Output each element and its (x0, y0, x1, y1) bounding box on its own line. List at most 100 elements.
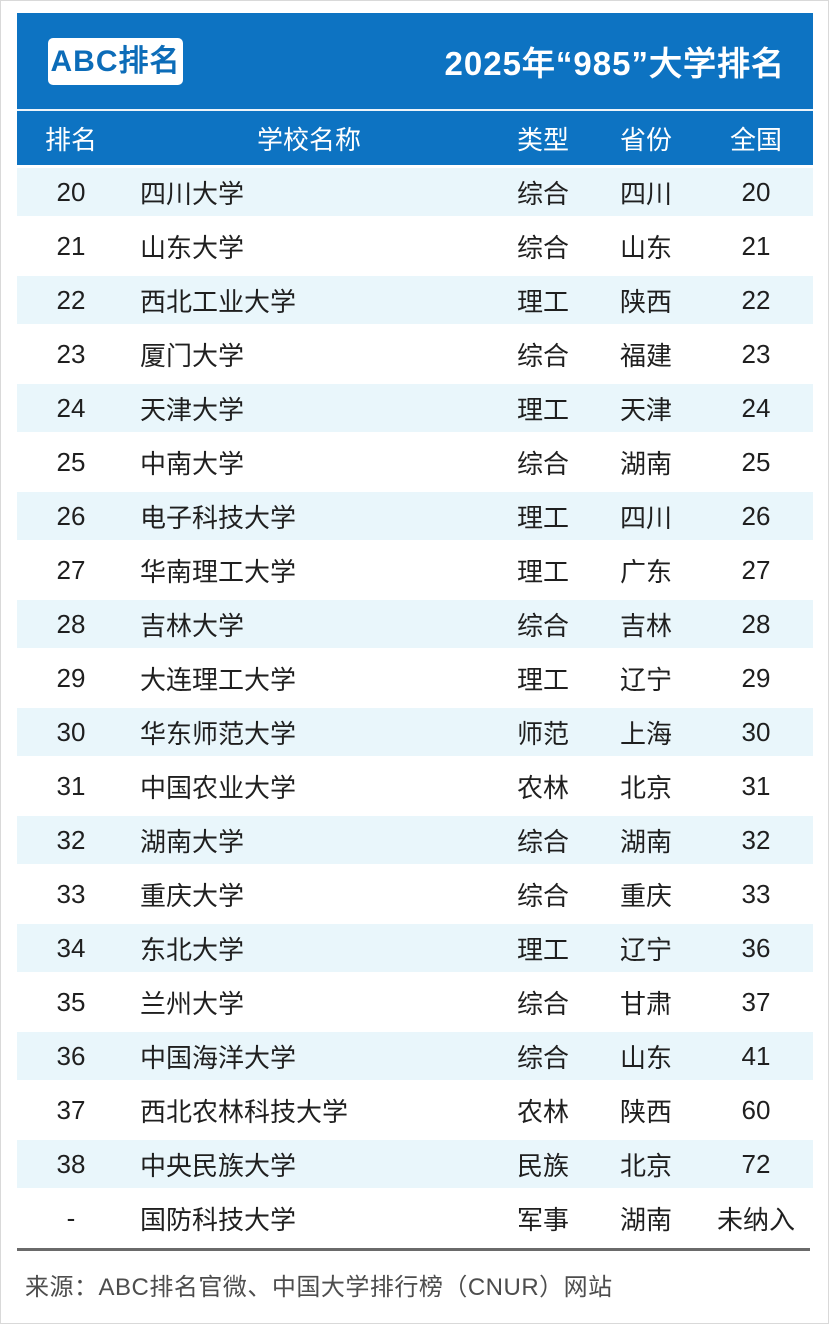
school-cell: 四川大学 (140, 178, 245, 209)
school-cell: 中南大学 (140, 448, 245, 479)
type-cell: 师范 (516, 718, 569, 749)
province-cell: 广东 (619, 556, 672, 587)
footer-divider (17, 1248, 810, 1251)
rank-cell: 28 (56, 608, 86, 639)
school-cell: 国防科技大学 (140, 1204, 297, 1235)
rank-cell: 22 (56, 284, 86, 315)
national-cell: 37 (741, 986, 771, 1017)
rank-cell: 25 (56, 446, 86, 477)
table-row: - 国防科技大学 军事 湖南 未纳入 (17, 1191, 813, 1245)
rank-cell: 36 (56, 1040, 86, 1071)
national-cell: 30 (741, 716, 771, 747)
school-cell: 湖南大学 (140, 826, 245, 857)
table-row: 21 山东大学 综合 山东 21 (17, 219, 813, 273)
rank-cell: 27 (56, 554, 86, 585)
type-cell: 民族 (516, 1150, 569, 1181)
column-header-province: 省份 (619, 124, 672, 155)
rank-cell: 23 (56, 338, 86, 369)
school-cell: 西北农林科技大学 (140, 1096, 349, 1127)
rank-cell: 26 (56, 500, 86, 531)
table-row: 20 四川大学 综合 四川 20 (17, 165, 813, 219)
table-row: 28 吉林大学 综合 吉林 28 (17, 597, 813, 651)
type-cell: 理工 (516, 664, 569, 695)
rank-cell: 21 (56, 230, 86, 261)
abc-ranking-logo: ABC排名 (48, 37, 183, 85)
national-cell: 20 (741, 176, 771, 207)
type-cell: 综合 (516, 988, 569, 1019)
national-cell: 60 (741, 1094, 771, 1125)
province-cell: 山东 (619, 232, 672, 263)
table-header-row: 排名 学校名称 类型 省份 全国 (17, 111, 813, 165)
province-cell: 辽宁 (619, 664, 672, 695)
national-cell: 未纳入 (716, 1204, 795, 1235)
rank-cell: - (66, 1202, 76, 1233)
province-cell: 天津 (619, 394, 672, 425)
type-cell: 综合 (516, 448, 569, 479)
table-row: 34 东北大学 理工 辽宁 36 (17, 921, 813, 975)
national-cell: 28 (741, 608, 771, 639)
table-row: 30 华东师范大学 师范 上海 30 (17, 705, 813, 759)
table-row: 38 中央民族大学 民族 北京 72 (17, 1137, 813, 1191)
school-cell: 厦门大学 (140, 340, 245, 371)
province-cell: 湖南 (619, 1204, 672, 1235)
national-cell: 41 (741, 1040, 771, 1071)
school-cell: 天津大学 (140, 394, 245, 425)
table-row: 24 天津大学 理工 天津 24 (17, 381, 813, 435)
rank-cell: 31 (56, 770, 86, 801)
rank-cell: 33 (56, 878, 86, 909)
national-cell: 36 (741, 932, 771, 963)
type-cell: 综合 (516, 880, 569, 911)
rank-cell: 20 (56, 176, 86, 207)
rank-cell: 35 (56, 986, 86, 1017)
school-cell: 中央民族大学 (140, 1150, 297, 1181)
national-cell: 33 (741, 878, 771, 909)
national-cell: 31 (741, 770, 771, 801)
province-cell: 上海 (619, 718, 672, 749)
type-cell: 综合 (516, 1042, 569, 1073)
school-cell: 兰州大学 (140, 988, 245, 1019)
column-header-national: 全国 (729, 124, 782, 155)
type-cell: 理工 (516, 934, 569, 965)
type-cell: 农林 (516, 772, 569, 803)
column-header-type: 类型 (516, 124, 569, 155)
province-cell: 北京 (619, 1150, 672, 1181)
school-cell: 电子科技大学 (140, 502, 297, 533)
province-cell: 湖南 (619, 826, 672, 857)
rank-cell: 38 (56, 1148, 86, 1179)
table-row: 37 西北农林科技大学 农林 陕西 60 (17, 1083, 813, 1137)
type-cell: 军事 (516, 1204, 569, 1235)
type-cell: 综合 (516, 826, 569, 857)
table-row: 32 湖南大学 综合 湖南 32 (17, 813, 813, 867)
table-row: 35 兰州大学 综合 甘肃 37 (17, 975, 813, 1029)
header-top: ABC排名 2025年“985”大学排名 (17, 13, 813, 109)
type-cell: 综合 (516, 340, 569, 371)
table-row: 36 中国海洋大学 综合 山东 41 (17, 1029, 813, 1083)
table-row: 31 中国农业大学 农林 北京 31 (17, 759, 813, 813)
table-row: 33 重庆大学 综合 重庆 33 (17, 867, 813, 921)
rank-cell: 34 (56, 932, 86, 963)
province-cell: 湖南 (619, 448, 672, 479)
table-row: 27 华南理工大学 理工 广东 27 (17, 543, 813, 597)
national-cell: 25 (741, 446, 771, 477)
school-cell: 华东师范大学 (140, 718, 297, 749)
type-cell: 理工 (516, 286, 569, 317)
province-cell: 四川 (619, 502, 672, 533)
province-cell: 福建 (619, 340, 672, 371)
national-cell: 23 (741, 338, 771, 369)
school-cell: 东北大学 (140, 934, 245, 965)
school-cell: 西北工业大学 (140, 286, 297, 317)
national-cell: 32 (741, 824, 771, 855)
province-cell: 陕西 (619, 1096, 672, 1127)
table-body: 20 四川大学 综合 四川 20 21 山东大学 综合 山东 21 22 西北工… (17, 165, 813, 1245)
national-cell: 29 (741, 662, 771, 693)
type-cell: 综合 (516, 610, 569, 641)
table-row: 23 厦门大学 综合 福建 23 (17, 327, 813, 381)
national-cell: 27 (741, 554, 771, 585)
card-header: ABC排名 2025年“985”大学排名 排名 学校名称 类型 省份 全国 (17, 13, 813, 165)
province-cell: 重庆 (619, 880, 672, 911)
school-cell: 山东大学 (140, 232, 245, 263)
province-cell: 四川 (619, 178, 672, 209)
province-cell: 山东 (619, 1042, 672, 1073)
rank-cell: 32 (56, 824, 86, 855)
national-cell: 72 (741, 1148, 771, 1179)
